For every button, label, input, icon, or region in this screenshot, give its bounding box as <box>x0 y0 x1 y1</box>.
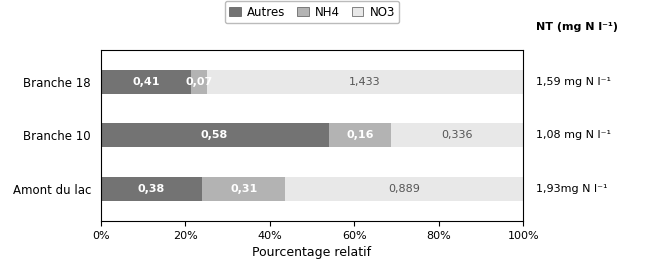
Text: 0,58: 0,58 <box>201 130 228 140</box>
Text: 0,889: 0,889 <box>389 184 420 194</box>
Bar <box>391 123 523 147</box>
Bar <box>203 177 285 201</box>
Bar <box>329 123 391 147</box>
Text: 1,93mg N l⁻¹: 1,93mg N l⁻¹ <box>536 184 607 194</box>
Bar <box>207 70 523 94</box>
Bar <box>101 70 191 94</box>
Text: 0,31: 0,31 <box>230 184 258 194</box>
Bar <box>191 70 207 94</box>
Text: 0,336: 0,336 <box>442 130 473 140</box>
X-axis label: Pourcentage relatif: Pourcentage relatif <box>252 246 372 259</box>
Bar <box>285 177 523 201</box>
Text: 1,433: 1,433 <box>349 77 381 87</box>
Text: 0,41: 0,41 <box>132 77 160 87</box>
Text: 0,16: 0,16 <box>346 130 374 140</box>
Text: NT (mg N l⁻¹): NT (mg N l⁻¹) <box>536 22 618 33</box>
Bar <box>101 123 329 147</box>
Text: 0,07: 0,07 <box>185 77 213 87</box>
Bar <box>101 177 203 201</box>
Text: 0,38: 0,38 <box>138 184 165 194</box>
Text: 1,08 mg N l⁻¹: 1,08 mg N l⁻¹ <box>536 130 611 140</box>
Legend: Autres, NH4, NO3: Autres, NH4, NO3 <box>225 1 399 23</box>
Text: 1,59 mg N l⁻¹: 1,59 mg N l⁻¹ <box>536 77 611 87</box>
